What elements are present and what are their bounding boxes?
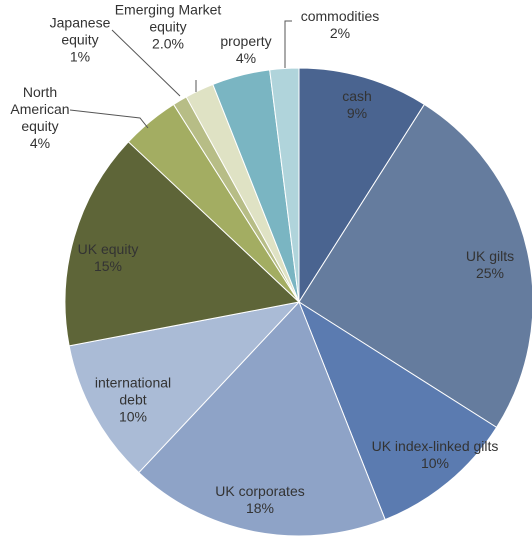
- slice-label: UK index-linked gilts 10%: [370, 438, 500, 472]
- value-label: 15%: [93, 258, 123, 274]
- category-label: commodities: [300, 8, 380, 24]
- value-label: 1%: [69, 48, 91, 65]
- value-label: 10%: [420, 455, 450, 471]
- category-label: UK index-linked gilts: [371, 438, 499, 454]
- slice-label: North American equity 4%: [0, 84, 80, 152]
- leader-line: [69, 109, 149, 129]
- slice-label: Emerging Market equity 2.0%: [113, 2, 223, 53]
- value-label: 4%: [235, 50, 257, 66]
- value-label: 9%: [346, 105, 368, 121]
- value-label: 10%: [118, 408, 148, 425]
- pie-slice: [138, 301, 386, 537]
- slice-label: Japanese equity 1%: [45, 15, 115, 66]
- pie-slice: [269, 67, 300, 303]
- leader-line: [284, 20, 292, 68]
- slice-label: commodities 2%: [285, 8, 395, 42]
- pie-slice: [64, 141, 301, 347]
- pie-slice: [298, 67, 426, 304]
- category-label: cash: [342, 88, 372, 104]
- slice-label: cash 9%: [317, 88, 397, 122]
- value-label: 25%: [475, 265, 505, 281]
- category-label: Emerging Market equity: [114, 1, 222, 35]
- slice-label: UK equity 15%: [63, 241, 153, 275]
- pie-slice: [297, 300, 498, 521]
- slice-label: property 4%: [206, 33, 286, 67]
- category-label: UK gilts: [465, 248, 515, 264]
- category-label: international debt: [94, 374, 172, 408]
- value-label: 18%: [245, 500, 275, 516]
- category-label: UK equity: [77, 241, 139, 257]
- category-label: North American equity: [10, 84, 70, 134]
- slice-label: UK corporates 18%: [190, 483, 330, 517]
- slice-label: international debt 10%: [83, 375, 183, 426]
- category-label: Japanese equity: [49, 14, 111, 48]
- value-label: 4%: [29, 135, 51, 151]
- value-label: 2.0%: [152, 35, 184, 52]
- category-label: property: [220, 33, 272, 49]
- pie-slice: [298, 103, 532, 429]
- value-label: 2%: [329, 25, 351, 41]
- category-label: UK corporates: [215, 483, 305, 499]
- leader-line: [111, 29, 181, 97]
- pie-slice: [68, 301, 301, 474]
- slice-label: UK gilts 25%: [450, 248, 530, 282]
